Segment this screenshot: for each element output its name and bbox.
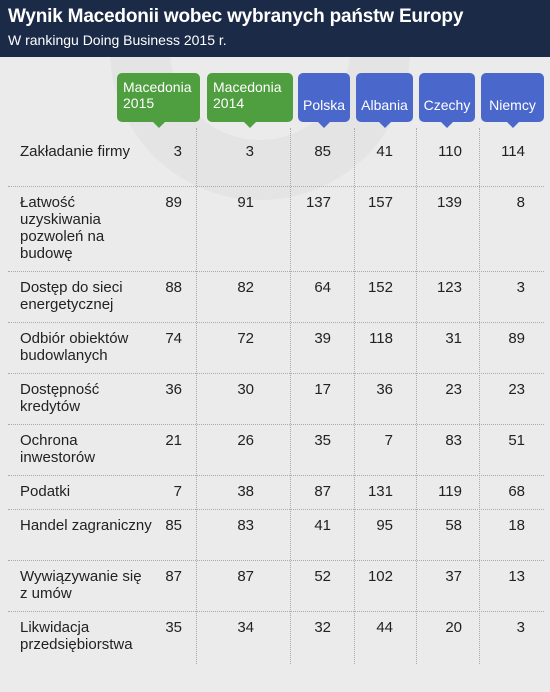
table-cell: 44	[376, 619, 393, 636]
chart-header: Wynik Macedonii wobec wybranych państw E…	[0, 0, 550, 57]
table-cell: 64	[314, 279, 331, 296]
column-header-albania: Albania	[356, 73, 413, 128]
chart-subtitle: W rankingu Doing Business 2015 r.	[8, 32, 227, 48]
table-cell: 26	[237, 432, 254, 449]
row-separator-1	[8, 186, 544, 187]
column-separator-4	[416, 128, 417, 664]
column-header-niemcy: Niemcy	[481, 73, 544, 128]
column-separator-5	[479, 128, 480, 664]
table-cell: 83	[237, 517, 254, 534]
row-separator-9	[8, 611, 544, 612]
row-label: Odbiór obiektów budowlanych	[20, 330, 129, 364]
table-cell: 85	[314, 143, 331, 160]
table-cell: 68	[508, 483, 525, 500]
row-separator-3	[8, 322, 544, 323]
column-header-macedonia-2015: Macedonia 2015	[117, 73, 200, 128]
table-cell: 119	[438, 483, 462, 500]
table-cell: 7	[173, 483, 182, 500]
table-cell: 32	[314, 619, 331, 636]
table-cell: 88	[165, 279, 182, 296]
table-cell: 7	[384, 432, 393, 449]
table-cell: 114	[501, 143, 525, 160]
table-cell: 74	[165, 330, 182, 347]
table-cell: 31	[445, 330, 462, 347]
table-cell: 3	[173, 143, 182, 160]
table-cell: 89	[508, 330, 525, 347]
table-cell: 131	[367, 483, 393, 500]
table-cell: 87	[237, 568, 254, 585]
row-separator-7	[8, 509, 544, 510]
table-cell: 110	[438, 143, 462, 160]
table-cell: 35	[165, 619, 182, 636]
table-cell: 95	[376, 517, 393, 534]
column-separator-1	[196, 128, 197, 664]
row-label: Likwidacja przedsiębiorstwa	[20, 619, 133, 653]
column-separator-3	[354, 128, 355, 664]
row-separator-8	[8, 560, 544, 561]
table-cell: 85	[165, 517, 182, 534]
table-cell: 35	[314, 432, 331, 449]
table-cell: 102	[367, 568, 393, 585]
table-cell: 87	[165, 568, 182, 585]
column-header-czechy: Czechy	[419, 73, 475, 128]
table-cell: 58	[445, 517, 462, 534]
table-cell: 52	[314, 568, 331, 585]
table-cell: 23	[508, 381, 525, 398]
column-header-macedonia-2014: Macedonia 2014	[207, 73, 293, 128]
row-label: Handel zagraniczny	[20, 517, 152, 534]
table-cell: 36	[165, 381, 182, 398]
table-cell: 18	[508, 517, 525, 534]
table-cell: 82	[237, 279, 254, 296]
row-label: Wywiązywanie się z umów	[20, 568, 142, 602]
table-cell: 83	[445, 432, 462, 449]
table-cell: 123	[436, 279, 462, 296]
row-separator-4	[8, 373, 544, 374]
table-cell: 8	[516, 194, 525, 211]
table-cell: 3	[516, 619, 525, 636]
table-cell: 20	[445, 619, 462, 636]
table-cell: 37	[445, 568, 462, 585]
table-cell: 3	[245, 143, 254, 160]
row-label: Zakładanie firmy	[20, 143, 131, 160]
column-separator-2	[290, 128, 291, 664]
table-cell: 41	[314, 517, 331, 534]
table-cell: 87	[314, 483, 331, 500]
table-cell: 36	[376, 381, 393, 398]
table-cell: 13	[508, 568, 525, 585]
table-cell: 39	[314, 330, 331, 347]
table-cell: 34	[237, 619, 254, 636]
table-cell: 41	[376, 143, 393, 160]
table-cell: 30	[237, 381, 254, 398]
row-label: Dostępność kredytów	[20, 381, 100, 415]
table-cell: 91	[237, 194, 254, 211]
table-cell: 38	[237, 483, 254, 500]
table-cell: 89	[165, 194, 182, 211]
row-separator-6	[8, 475, 544, 476]
table-cell: 157	[367, 194, 393, 211]
table-cell: 137	[305, 194, 331, 211]
row-label: Ochrona inwestorów	[20, 432, 96, 466]
table-cell: 118	[369, 330, 393, 347]
row-separator-2	[8, 271, 544, 272]
row-label: Dostęp do sieci energetycznej	[20, 279, 123, 313]
table-cell: 3	[516, 279, 525, 296]
table-cell: 21	[165, 432, 182, 449]
table-cell: 17	[314, 381, 331, 398]
row-label: Łatwość uzyskiwania pozwoleń na budowę	[20, 194, 105, 262]
row-separator-5	[8, 424, 544, 425]
row-label: Podatki	[20, 483, 71, 500]
table-cell: 23	[445, 381, 462, 398]
column-header-polska: Polska	[298, 73, 350, 128]
table-cell: 152	[367, 279, 393, 296]
table-cell: 72	[237, 330, 254, 347]
table-cell: 139	[436, 194, 462, 211]
chart-title: Wynik Macedonii wobec wybranych państw E…	[8, 6, 464, 27]
table-cell: 51	[508, 432, 525, 449]
